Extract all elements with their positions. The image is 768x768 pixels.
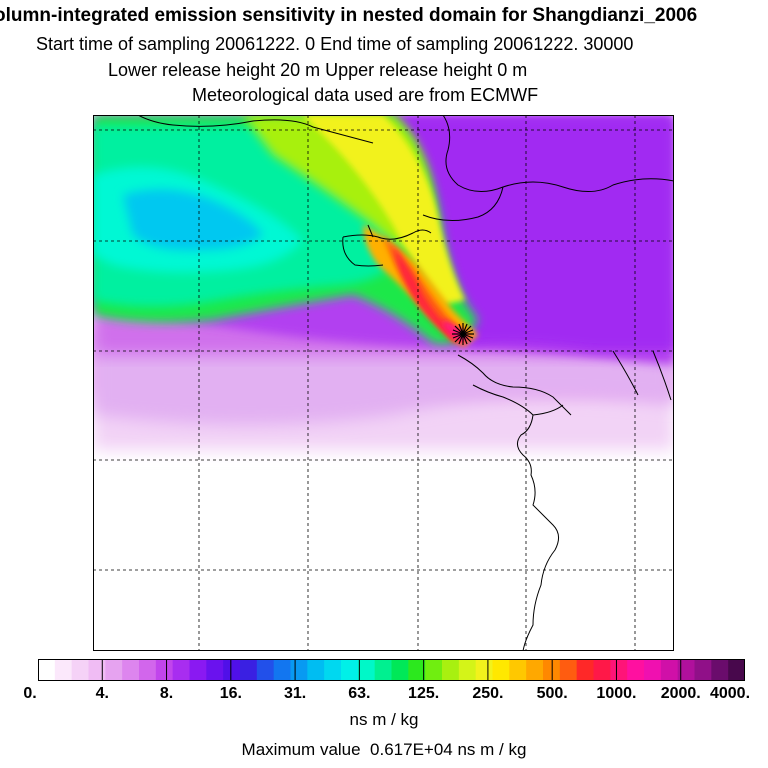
colorbar-swatch: [492, 659, 510, 681]
colorbar-swatch: [475, 659, 494, 681]
plot-title: olumn-integrated emission sensitivity in…: [0, 5, 698, 26]
colorbar-unit: ns m / kg: [349, 710, 419, 729]
map-border: [93, 115, 674, 651]
sampling-time-line: Start time of sampling 20061222. 0 End t…: [36, 34, 634, 54]
colorbar-swatch: [391, 659, 409, 681]
coastline-borders: [137, 115, 674, 651]
colorbar-swatch: [509, 659, 527, 681]
colorbar-tick-label: 250.: [472, 685, 504, 702]
colorbar-swatch: [458, 659, 477, 681]
colorbar-tick-label: 4000.: [709, 685, 751, 702]
colorbar-swatch: [711, 659, 729, 681]
colorbar-swatch: [593, 659, 611, 681]
colorbar-swatch: [139, 659, 157, 681]
colorbar-tick-label: 8.: [159, 685, 174, 702]
colorbar-tick-label: 16.: [219, 685, 242, 702]
colorbar-swatch: [425, 659, 443, 681]
colorbar-tick-label: 1000.: [596, 685, 637, 702]
colorbar-swatch: [442, 659, 460, 681]
colorbar-swatch: [38, 659, 56, 681]
met-data-line: Meteorological data used are from ECMWF: [192, 85, 539, 105]
colorbar-swatch: [694, 659, 712, 681]
maximum-value-text: Maximum value 0.617E+04 ns m / kg: [241, 740, 527, 759]
colorbar-tick-label: 125.: [408, 685, 440, 702]
colorbar-swatch: [155, 659, 174, 681]
colorbar-swatch: [728, 659, 745, 681]
colorbar-swatch: [559, 659, 578, 681]
colorbar-swatch: [341, 659, 359, 681]
colorbar-tick-label: 4.: [95, 685, 109, 702]
colorbar-swatch: [644, 659, 662, 681]
star-marker-icon: [452, 323, 474, 345]
colorbar-swatch: [408, 659, 426, 681]
colorbar-swatch: [374, 659, 393, 681]
colorbar-swatch: [324, 659, 342, 681]
colorbar-tick-label: 31.: [283, 685, 307, 702]
colorbar-tick-label: 2000.: [660, 685, 701, 702]
colorbar: [38, 659, 745, 681]
colorbar-swatch: [240, 659, 258, 681]
colorbar-swatch: [526, 659, 544, 681]
colorbar-swatch: [256, 659, 275, 681]
colorbar-swatch: [307, 659, 325, 681]
colorbar-swatch: [660, 659, 679, 681]
colorbar-swatch: [172, 659, 191, 681]
colorbar-swatch: [273, 659, 292, 681]
colorbar-swatch: [54, 659, 73, 681]
colorbar-swatch: [105, 659, 123, 681]
colorbar-swatch: [627, 659, 645, 681]
colorbar-swatch: [290, 659, 308, 681]
colorbar-tick-label: 0.: [23, 685, 37, 702]
sensitivity-field: [93, 115, 674, 651]
colorbar-swatch: [677, 659, 696, 681]
colorbar-swatch: [206, 659, 224, 681]
lat-lon-grid: [93, 115, 674, 651]
colorbar-swatch: [576, 659, 595, 681]
colorbar-swatch: [71, 659, 90, 681]
colorbar-tick-label: 63.: [348, 685, 371, 702]
colorbar-swatch: [122, 659, 140, 681]
release-height-line: Lower release height 20 m Upper release …: [108, 60, 528, 80]
sensitivity-map: [93, 115, 674, 651]
colorbar-swatch: [610, 659, 628, 681]
colorbar-border: [38, 659, 745, 681]
colorbar-tick-label: 500.: [536, 685, 568, 702]
colorbar-swatch: [223, 659, 241, 681]
colorbar-swatch: [88, 659, 106, 681]
colorbar-swatch: [189, 659, 207, 681]
colorbar-swatch: [357, 659, 376, 681]
map-canvas: [93, 115, 674, 651]
